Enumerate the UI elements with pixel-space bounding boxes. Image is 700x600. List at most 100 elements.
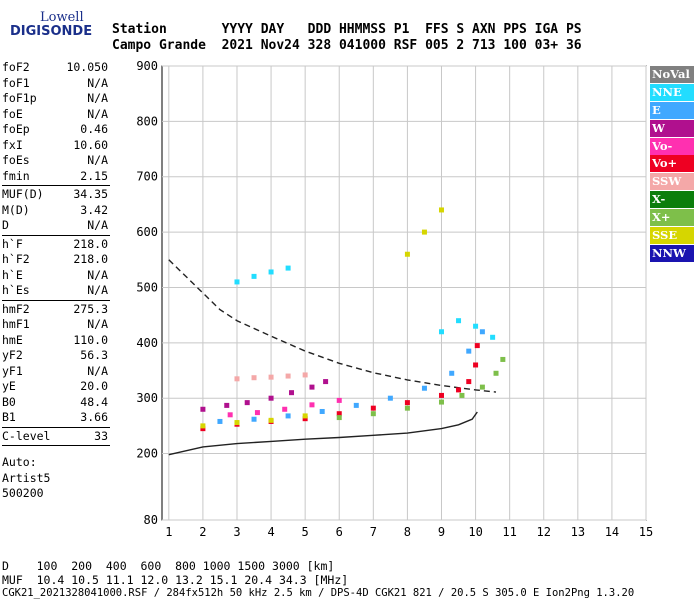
y-tick-label: 80 <box>144 513 158 527</box>
param-row: foF1 N/A <box>2 76 110 92</box>
data-point <box>479 329 485 335</box>
data-point <box>456 318 462 324</box>
param-value: 218.0 <box>73 236 108 251</box>
x-tick-label: 12 <box>537 525 551 539</box>
param-label: M(D) <box>2 202 30 217</box>
digisonde-logo: Lowell DIGISONDE <box>4 4 104 40</box>
param-label: foF2 <box>2 60 30 74</box>
param-row: B1 3.66 <box>2 410 110 426</box>
data-point <box>251 273 257 279</box>
data-point <box>474 343 480 349</box>
param-label: foE <box>2 106 23 121</box>
param-value: N/A <box>87 106 108 121</box>
data-point <box>404 405 410 411</box>
param-row: M(D) 3.42 <box>2 203 110 219</box>
autoscaling-note: Artist5 <box>2 470 51 485</box>
param-value: N/A <box>87 363 108 378</box>
data-point <box>302 372 308 378</box>
header-values: Campo Grande 2021 Nov24 328 041000 RSF 0… <box>112 38 582 53</box>
param-value: 34.35 <box>73 187 108 201</box>
param-label: B1 <box>2 410 16 424</box>
y-tick-label: 900 <box>136 59 158 73</box>
data-point <box>289 390 295 396</box>
param-row: foEs N/A <box>2 153 110 169</box>
data-point <box>217 418 223 424</box>
param-label: foEs <box>2 153 30 167</box>
param-value: 3.66 <box>80 410 108 424</box>
data-point <box>404 251 410 257</box>
param-label: foF1p <box>2 91 37 105</box>
data-point <box>268 269 274 275</box>
param-row: foF1p N/A <box>2 91 110 107</box>
param-row: C-level 33 <box>2 429 110 445</box>
data-point <box>268 374 274 380</box>
param-value: 10.60 <box>73 137 108 152</box>
autoscaling-note: 500200 <box>2 486 44 500</box>
y-tick-label: 700 <box>136 170 158 184</box>
x-tick-label: 14 <box>605 525 619 539</box>
param-label: hmE <box>2 332 23 347</box>
data-point <box>200 423 206 429</box>
curve-MUF <box>168 259 497 393</box>
param-label: fxI <box>2 137 23 152</box>
data-point <box>438 329 444 335</box>
param-label: h`F <box>2 236 23 251</box>
x-tick-label: 15 <box>639 525 653 539</box>
legend-item: SSE <box>650 227 694 245</box>
footer-distance-row: D 100 200 400 600 800 1000 1500 3000 [km… <box>2 559 335 573</box>
data-point <box>438 399 444 405</box>
x-tick-label: 6 <box>336 525 343 539</box>
plot-frame <box>161 65 647 521</box>
param-value: N/A <box>87 75 108 90</box>
data-point <box>473 362 479 368</box>
param-label: yF1 <box>2 363 23 378</box>
data-point <box>387 395 393 401</box>
param-value: 2.15 <box>80 168 108 183</box>
param-row: yF1 N/A <box>2 364 110 380</box>
x-tick-label: 4 <box>267 525 274 539</box>
data-point <box>404 400 410 406</box>
param-label: foF1 <box>2 75 30 90</box>
data-point <box>251 416 257 422</box>
data-point <box>421 385 427 391</box>
data-point <box>251 375 257 381</box>
data-point <box>319 408 325 414</box>
data-point <box>466 379 472 385</box>
param-label: MUF(D) <box>2 187 44 201</box>
param-row: D N/A <box>2 218 110 234</box>
param-row: hmF2 275.3 <box>2 302 110 318</box>
parameter-panel: foF2 10.050 foF1 N/A foF1p N/A foE N/A foEp 0.46 f… <box>2 60 110 502</box>
footer-file-info: CGK21_2021328041000.RSF / 284fx512h 50 k… <box>2 587 635 599</box>
data-point <box>500 356 506 362</box>
legend-item: NoVal <box>650 66 694 83</box>
param-row: h`E N/A <box>2 268 110 284</box>
data-point <box>285 413 291 419</box>
legend-item: X+ <box>650 209 694 227</box>
param-value: N/A <box>87 267 108 282</box>
data-point <box>438 207 444 213</box>
data-point <box>456 387 462 393</box>
data-point <box>370 405 376 411</box>
legend-item: W <box>650 119 694 137</box>
param-row: foF2 10.050 <box>2 60 110 76</box>
param-row: hmE 110.0 <box>2 333 110 349</box>
param-row: yF2 56.3 <box>2 348 110 364</box>
data-point <box>302 413 308 419</box>
param-value: 275.3 <box>73 301 108 316</box>
param-label: h`Es <box>2 283 30 297</box>
data-point <box>282 406 288 412</box>
param-value: 20.0 <box>80 379 108 393</box>
data-point <box>234 279 240 285</box>
data-point <box>309 384 315 390</box>
data-point <box>336 415 342 421</box>
x-tick-label: 2 <box>199 525 206 539</box>
param-row: foEp 0.46 <box>2 122 110 138</box>
y-tick-label: 300 <box>136 391 158 405</box>
data-point <box>493 370 499 376</box>
logo-main-text: DIGISONDE <box>10 24 93 39</box>
legend-item: Vo- <box>650 137 694 155</box>
param-value: 218.0 <box>73 252 108 266</box>
data-point <box>323 379 329 385</box>
data-point <box>200 406 206 412</box>
data-point <box>224 402 230 408</box>
